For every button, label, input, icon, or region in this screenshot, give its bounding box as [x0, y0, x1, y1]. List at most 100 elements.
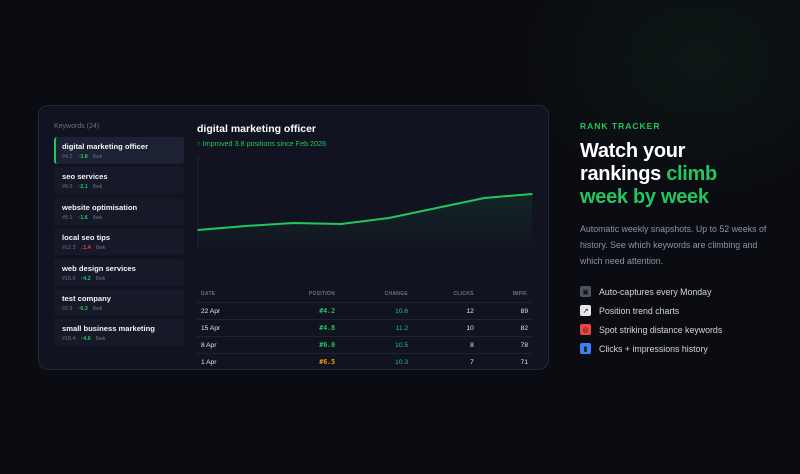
keyword-name: local seo tips — [62, 233, 111, 243]
keyword-change: ↑1.6 — [77, 214, 88, 221]
cell-position: #6.0 — [259, 336, 340, 354]
keyword-change: ↓1.4 — [80, 245, 91, 252]
keyword-meta: #15.6 ↑4.2 8wk — [62, 276, 184, 282]
keyword-title: digital marketing officer — [197, 123, 317, 135]
column-header: CLICKS — [453, 291, 474, 297]
keyword-position: #4.2 — [62, 154, 73, 160]
headline-line-2: rankings climb — [580, 163, 780, 186]
data-point — [197, 229, 199, 231]
feature-item: ▣ Auto-captures every Monday — [580, 286, 780, 297]
cell-change: 11.2 — [339, 319, 412, 337]
table-row[interactable]: 8 Apr #6.0 10.5 8 78 — [197, 336, 532, 354]
keyword-item[interactable]: website optimisation #5.1 ↑1.6 8wk — [54, 197, 184, 225]
feature-item: ◎ Spot striking distance keywords — [580, 324, 780, 335]
promo-panel: RANK TRACKER Watch your rankings climb w… — [580, 121, 780, 354]
cell-position: #4.8 — [259, 319, 340, 337]
table-row[interactable]: 15 Apr #4.8 11.2 10 82 — [197, 319, 532, 337]
keyword-meta: #12.3 ↓1.4 8wk — [62, 245, 184, 251]
column-header: IMPR. — [512, 291, 528, 297]
cell-date: 22 Apr — [197, 302, 260, 320]
table-row[interactable]: 1 Apr #6.5 10.3 7 71 — [197, 353, 532, 371]
keyword-meta: #4.2 ↑3.8 8wk — [62, 154, 184, 160]
cell-position: #4.2 — [259, 302, 340, 320]
data-point — [435, 207, 438, 209]
position-trend-chart: 1 10 — [197, 155, 533, 250]
keyword-position: #18.4 — [62, 336, 76, 343]
keyword-item[interactable]: digital marketing officer #4.2 ↑3.8 8wk — [54, 137, 184, 164]
section-eyebrow: RANK TRACKER — [580, 121, 661, 131]
table-row[interactable]: 22 Apr #4.2 10.6 12 89 — [197, 302, 532, 320]
keyword-item[interactable]: web design services #15.6 ↑4.2 8wk — [54, 258, 184, 286]
keyword-position: #15.6 — [62, 275, 76, 282]
cell-position: #6.5 — [259, 353, 340, 371]
keyword-period: 8wk — [92, 305, 103, 312]
data-point — [388, 217, 390, 219]
feature-text: Spot striking distance keywords — [599, 324, 723, 335]
column-header: POSITION — [308, 291, 336, 297]
keyword-change: ↑2.1 — [77, 184, 88, 191]
keyword-period: 8wk — [95, 245, 106, 252]
rank-tracker-preview-card: Keywords (24) digital marketing officer #… — [38, 105, 549, 371]
keyword-item[interactable]: seo services #8.5 ↑2.1 8wk — [54, 167, 184, 195]
keyword-meta: #2.9 ↑0.3 8wk — [62, 306, 184, 312]
promo-description: Automatic weekly snapshots. Up to 52 wee… — [580, 224, 767, 266]
series-line — [197, 193, 533, 231]
keyword-detail-panel: digital marketing officer ↑ Improved 3.8… — [197, 123, 537, 371]
cell-impressions: 78 — [477, 336, 532, 354]
feature-item: ↗ Position trend charts — [580, 305, 780, 316]
headline-accent-text: climb — [666, 163, 717, 185]
headline-line-1: Watch your — [580, 140, 686, 162]
position-history-table: DATE POSITION CHANGE CLICKS IMPR. 22 Apr #4.2… — [197, 291, 532, 371]
keyword-meta: #5.1 ↑1.6 8wk — [62, 215, 184, 221]
data-point — [340, 223, 342, 225]
keyword-position: #2.9 — [62, 305, 73, 312]
cell-clicks: 7 — [412, 353, 478, 371]
keyword-item[interactable]: test company #2.9 ↑0.3 8wk — [54, 288, 184, 316]
headline-line-3: week by week — [580, 186, 709, 208]
target-icon: ◎ — [580, 324, 591, 335]
keyword-change: ↑0.3 — [77, 305, 88, 312]
keyword-name: seo services — [62, 172, 108, 182]
data-point — [531, 193, 533, 195]
cell-impressions: 89 — [477, 302, 532, 320]
feature-text: Auto-captures every Monday — [599, 286, 712, 297]
trend-chart-icon: ↗ — [580, 305, 591, 316]
cell-impressions: 71 — [477, 353, 532, 371]
keyword-position: #5.1 — [62, 214, 73, 221]
keyword-change: ↑4.6 — [80, 336, 91, 343]
keywords-sidebar: Keywords (24) digital marketing officer #… — [54, 123, 184, 350]
headline: Watch your rankings climb week by week — [580, 140, 780, 209]
cell-clicks: 10 — [412, 319, 478, 337]
keyword-change: ↑3.8 — [77, 154, 88, 160]
keyword-item[interactable]: small business marketing #18.4 ↑4.6 8wk — [54, 319, 184, 347]
keyword-period: 8wk — [92, 214, 103, 221]
headline-text: rankings — [580, 163, 667, 185]
column-header: CHANGE — [384, 291, 408, 297]
cell-change: 10.6 — [339, 302, 412, 320]
feature-text: Position trend charts — [599, 305, 680, 316]
cell-change: 10.3 — [339, 353, 412, 371]
cell-date: 8 Apr — [197, 336, 260, 354]
cell-impressions: 82 — [477, 319, 532, 337]
cell-clicks: 12 — [412, 302, 478, 320]
improvement-summary: ↑ Improved 3.8 positions since Feb 2026 — [197, 139, 327, 148]
data-point — [244, 225, 247, 227]
keyword-name: digital marketing officer — [62, 142, 149, 151]
table-header-row: DATE POSITION CHANGE CLICKS IMPR. — [197, 291, 532, 303]
keyword-change: ↑4.2 — [80, 275, 91, 282]
keyword-name: test company — [62, 293, 111, 303]
cell-change: 10.5 — [339, 336, 412, 354]
data-point — [292, 222, 295, 224]
cell-clicks: 8 — [412, 336, 478, 354]
keyword-name: small business marketing — [62, 324, 155, 334]
keyword-position: #8.5 — [62, 184, 73, 191]
keyword-name: web design services — [62, 263, 136, 273]
feature-list: ▣ Auto-captures every Monday ↗ Position tre… — [580, 286, 780, 354]
keyword-list: digital marketing officer #4.2 ↑3.8 8wk seo … — [54, 137, 184, 347]
keywords-count-title: Keywords (24) — [54, 123, 100, 130]
keyword-period: 8wk — [92, 184, 103, 191]
keyword-period: 8wk — [95, 336, 106, 343]
cell-date: 1 Apr — [197, 353, 260, 371]
keyword-meta: #8.5 ↑2.1 8wk — [62, 184, 184, 190]
keyword-item[interactable]: local seo tips #12.3 ↓1.4 8wk — [54, 228, 184, 256]
